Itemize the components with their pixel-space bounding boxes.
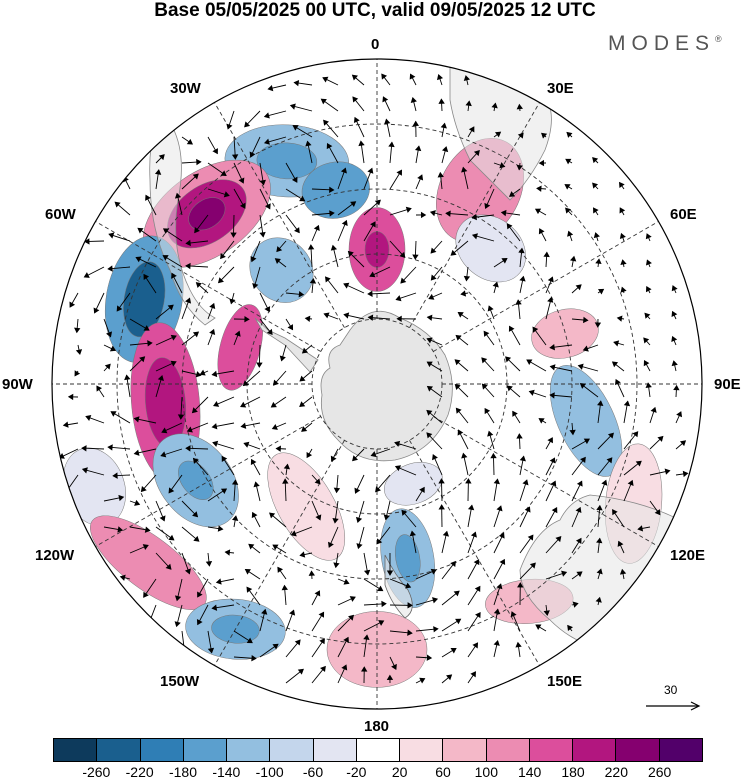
colorbar-swatch bbox=[141, 739, 184, 761]
colorbar-tick-label: -220 bbox=[126, 764, 154, 780]
colorbar-tick-label: 60 bbox=[435, 764, 451, 780]
colorbar-swatch bbox=[660, 739, 702, 761]
colorbar-tick-label: 100 bbox=[475, 764, 498, 780]
colorbar-swatch bbox=[443, 739, 486, 761]
colorbar-swatch bbox=[573, 739, 616, 761]
colorbar-tick-label: 260 bbox=[648, 764, 671, 780]
colorbar-swatch bbox=[270, 739, 313, 761]
colorbar-swatch bbox=[227, 739, 270, 761]
colorbar-swatch bbox=[184, 739, 227, 761]
lon-label-0: 0 bbox=[371, 36, 379, 53]
colorbar bbox=[53, 738, 703, 762]
lon-label-180: 180 bbox=[364, 718, 389, 735]
colorbar-tick-label: -20 bbox=[346, 764, 366, 780]
colorbar-tick-label: -180 bbox=[169, 764, 197, 780]
colorbar-tick-label: -260 bbox=[82, 764, 110, 780]
colorbar-swatch bbox=[487, 739, 530, 761]
lon-label-150e: 150E bbox=[547, 673, 582, 690]
colorbar-swatch bbox=[616, 739, 659, 761]
colorbar-swatch bbox=[357, 739, 400, 761]
lon-label-120e: 120E bbox=[670, 547, 705, 564]
colorbar-tick-label: 140 bbox=[518, 764, 541, 780]
lon-label-90e: 90E bbox=[714, 376, 741, 393]
wind-vector-arrowhead bbox=[182, 649, 187, 653]
lon-label-60w: 60W bbox=[45, 206, 76, 223]
colorbar-tick-label: 180 bbox=[561, 764, 584, 780]
colorbar-ticks: -260 -220 -180 -140 -100 -60 -20 20 60 100 140 180 2… bbox=[0, 764, 750, 784]
colorbar-tick-label: -100 bbox=[256, 764, 284, 780]
colorbar-tick-label: -60 bbox=[303, 764, 323, 780]
colorbar-swatch bbox=[314, 739, 357, 761]
colorbar-tick-label: -140 bbox=[212, 764, 240, 780]
colorbar-swatch bbox=[97, 739, 140, 761]
colorbar-swatch bbox=[530, 739, 573, 761]
lon-label-30w: 30W bbox=[170, 80, 201, 97]
wind-vector-arrowhead bbox=[148, 620, 152, 625]
lon-label-30e: 30E bbox=[547, 80, 574, 97]
colorbar-swatch bbox=[54, 739, 97, 761]
lon-label-120w: 120W bbox=[35, 547, 74, 564]
lon-label-150w: 150W bbox=[160, 673, 199, 690]
lon-label-60e: 60E bbox=[670, 206, 697, 223]
colorbar-swatch bbox=[400, 739, 443, 761]
colorbar-tick-label: 220 bbox=[605, 764, 628, 780]
reference-vector-arrow-icon bbox=[644, 684, 704, 714]
lon-label-90w: 90W bbox=[2, 376, 33, 393]
colorbar-tick-label: 20 bbox=[392, 764, 408, 780]
